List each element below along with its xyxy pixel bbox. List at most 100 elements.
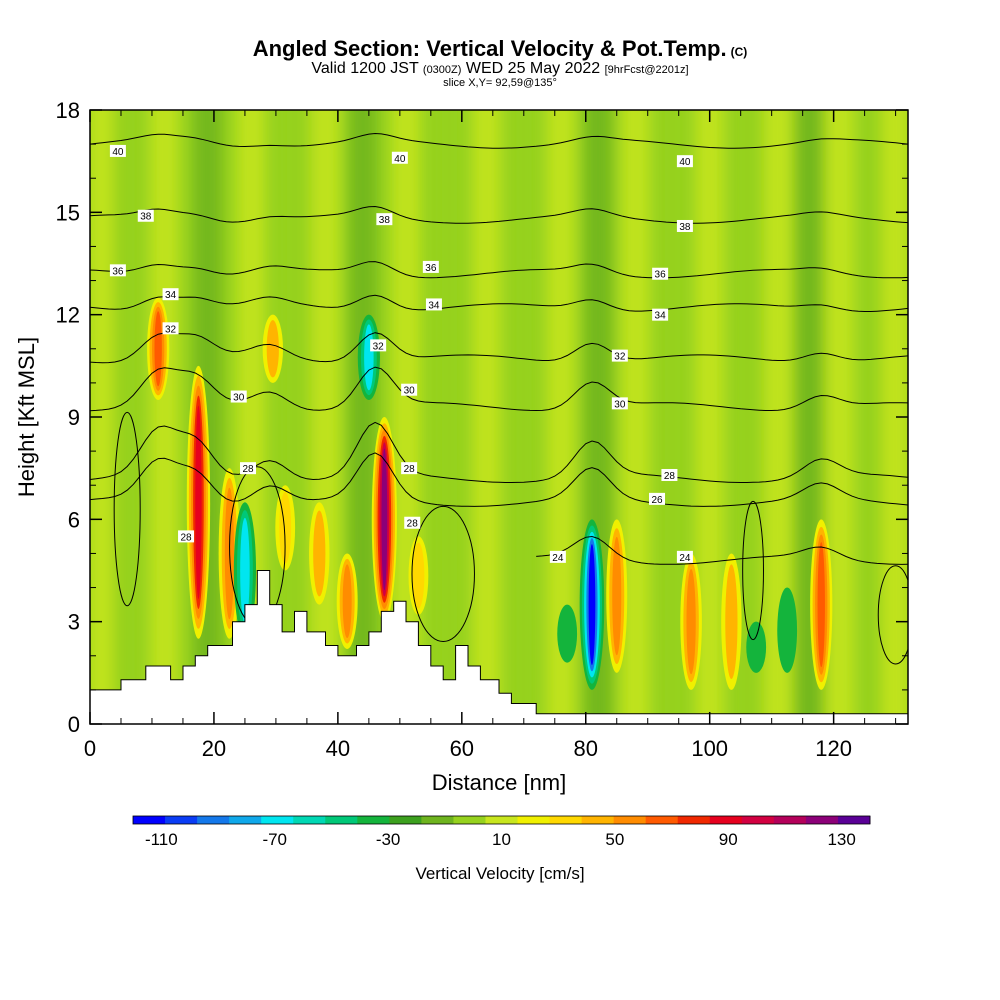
colorbar-tick-label: -30 bbox=[376, 830, 401, 849]
chart-title-main: Angled Section: Vertical Velocity & Pot.… bbox=[252, 36, 727, 61]
velocity-cell-ring bbox=[588, 544, 596, 666]
velocity-cell bbox=[680, 553, 702, 690]
velocity-cell bbox=[147, 297, 170, 400]
colorbar-tick-label: 10 bbox=[492, 830, 511, 849]
contour-label-box bbox=[240, 462, 257, 475]
field-band bbox=[311, 110, 340, 724]
colorbar-swatch bbox=[677, 816, 711, 824]
contour-label-text: 32 bbox=[165, 324, 177, 335]
colorbar-swatch bbox=[805, 816, 839, 824]
contour-label-box bbox=[109, 144, 126, 157]
contour-label: 28 bbox=[240, 462, 257, 475]
contour-label: 28 bbox=[178, 530, 195, 543]
contour-label-box bbox=[376, 213, 393, 226]
contour-label-box bbox=[611, 397, 628, 410]
isentrope-38 bbox=[90, 205, 908, 224]
isentrope-cell bbox=[877, 565, 908, 665]
contour-label: 30 bbox=[401, 383, 418, 397]
isentrope-labels: 40 40 40 38 38 38 36 36 36 34 34 34 32 32 32 30 30 30 28 28… bbox=[109, 144, 693, 564]
velocity-cells bbox=[147, 297, 833, 690]
contour-label-text: 28 bbox=[664, 471, 676, 482]
contour-label: 24 bbox=[549, 550, 566, 564]
contour-label-box bbox=[425, 298, 442, 311]
contour-label-box bbox=[676, 155, 693, 168]
contour-label: 34 bbox=[652, 308, 669, 322]
contour-label: 36 bbox=[422, 260, 439, 274]
contour-label-text: 34 bbox=[655, 311, 667, 322]
terrain bbox=[90, 570, 908, 724]
contour-label-text: 28 bbox=[180, 532, 192, 543]
contour-label: 32 bbox=[370, 339, 387, 352]
contour-label: 32 bbox=[611, 349, 628, 363]
contour-label-box bbox=[137, 209, 154, 222]
y-tick-label: 0 bbox=[68, 712, 80, 737]
isentrope-cell bbox=[411, 505, 475, 642]
contour-label-text: 40 bbox=[112, 147, 124, 158]
contour-label-text: 32 bbox=[373, 341, 385, 352]
colorbar-swatch bbox=[837, 816, 871, 824]
x-tick-label: 120 bbox=[815, 736, 852, 761]
valid-zulu-label: (0300Z) bbox=[422, 64, 462, 76]
contour-label: 38 bbox=[376, 213, 393, 226]
field-band bbox=[621, 110, 650, 724]
isentrope-30 bbox=[90, 366, 908, 412]
field-band bbox=[509, 110, 538, 724]
contour-label: 38 bbox=[676, 219, 693, 233]
colorbar-swatch bbox=[293, 816, 326, 824]
contour-label-box bbox=[404, 516, 421, 529]
colorbar-swatch bbox=[645, 816, 679, 824]
contour-label-text: 30 bbox=[233, 393, 245, 404]
colorbar: -110 -70 -30 10 50 90 130 bbox=[132, 815, 871, 849]
x-tick-label: 80 bbox=[574, 736, 598, 761]
colorbar-swatch bbox=[581, 816, 615, 824]
contour-label-box bbox=[422, 260, 439, 273]
field-band bbox=[150, 110, 179, 724]
colorbar-swatch bbox=[357, 816, 390, 824]
velocity-cell bbox=[186, 365, 211, 639]
velocity-cell bbox=[262, 314, 284, 383]
velocity-cell-ring bbox=[817, 542, 825, 668]
velocity-cell-ring bbox=[313, 510, 326, 597]
velocity-cell bbox=[336, 553, 358, 649]
colorbar-swatch bbox=[389, 816, 422, 824]
colorbar-tick-label: 90 bbox=[719, 830, 738, 849]
x-tick-label: 100 bbox=[691, 736, 728, 761]
contour-label-box bbox=[178, 530, 195, 543]
contour-label-text: 24 bbox=[679, 553, 691, 564]
velocity-cell bbox=[777, 587, 798, 673]
contour-label-text: 24 bbox=[552, 553, 564, 564]
contour-label: 30 bbox=[611, 397, 628, 410]
contour-label: 26 bbox=[649, 492, 666, 506]
contour-label-box bbox=[391, 151, 408, 164]
y-tick-label: 15 bbox=[56, 200, 80, 225]
colorbar-swatch bbox=[325, 816, 358, 824]
plot-area: 40 40 40 38 38 38 36 36 36 34 34 34 32 32 32 30 30 30 28 28… bbox=[90, 110, 908, 724]
contour-label-text: 40 bbox=[394, 154, 406, 165]
contour-label: 32 bbox=[162, 322, 179, 335]
contour-label-box bbox=[162, 288, 179, 301]
y-tick-label: 12 bbox=[56, 303, 80, 328]
contour-label-text: 38 bbox=[379, 215, 391, 226]
contour-label: 40 bbox=[109, 144, 126, 158]
contour-label-box bbox=[401, 383, 418, 396]
valid-time-label: Valid 1200 JST bbox=[311, 60, 419, 77]
y-tick-label: 9 bbox=[68, 405, 80, 430]
colorbar-swatch bbox=[741, 816, 775, 824]
field-band bbox=[435, 110, 464, 724]
colorbar-swatch bbox=[517, 816, 551, 824]
velocity-cell-ring bbox=[240, 517, 250, 624]
colorbar-swatch bbox=[197, 816, 230, 824]
colorbar-swatch bbox=[453, 816, 486, 824]
contour-label: 36 bbox=[109, 264, 126, 277]
contour-label-box bbox=[370, 339, 387, 352]
slice-label: slice X,Y= 92,59@135° bbox=[443, 77, 557, 89]
colorbar-swatch bbox=[549, 816, 583, 824]
contour-label-text: 32 bbox=[614, 352, 626, 363]
velocity-cell-ring bbox=[777, 587, 798, 673]
contour-label-box bbox=[549, 550, 566, 563]
velocity-cell-ring bbox=[342, 564, 352, 639]
contour-label-text: 38 bbox=[140, 212, 152, 223]
contour-label-text: 28 bbox=[407, 519, 419, 530]
velocity-cell-ring bbox=[154, 311, 162, 387]
